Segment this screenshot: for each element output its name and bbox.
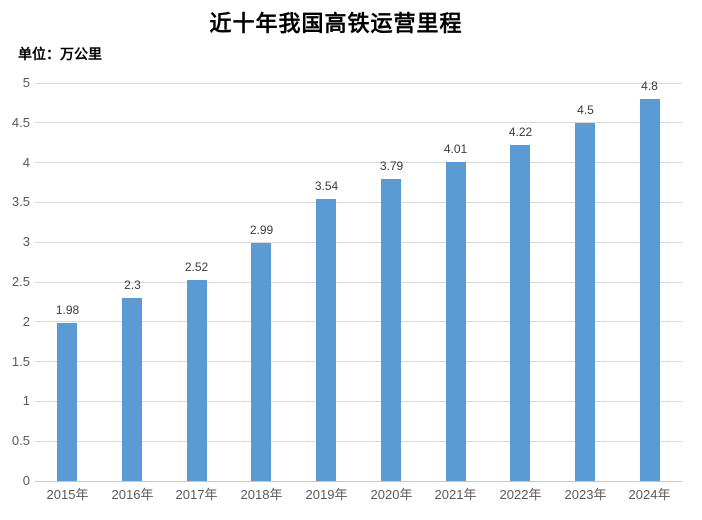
bar-value-label: 2.3 — [124, 278, 141, 292]
gridline — [35, 162, 682, 163]
gridline — [35, 242, 682, 243]
y-tick-label: 3.5 — [11, 194, 30, 209]
x-tick-label: 2022年 — [499, 487, 542, 502]
bar-2023年 — [575, 123, 595, 481]
x-tick-label: 2024年 — [628, 487, 671, 502]
bar-2017年 — [187, 280, 207, 481]
bar-2018年 — [251, 243, 271, 481]
gridline — [35, 83, 682, 84]
gridline — [35, 321, 682, 322]
bar-value-label: 2.99 — [249, 223, 274, 237]
bar-value-label: 4.22 — [508, 125, 533, 139]
bar-2015年 — [57, 323, 77, 481]
x-tick-label: 2019年 — [305, 487, 348, 502]
gridline — [35, 441, 682, 442]
y-tick-label: 0.5 — [11, 433, 30, 448]
y-tick-label: 1.5 — [11, 354, 30, 369]
gridline — [35, 282, 682, 283]
y-tick-label: 1 — [22, 393, 30, 408]
x-tick-label: 2021年 — [434, 487, 477, 502]
y-tick-label: 3 — [22, 234, 30, 249]
bar-2024年 — [640, 99, 660, 481]
bar-2020年 — [381, 179, 401, 481]
x-tick-label: 2023年 — [564, 487, 607, 502]
bar-value-label: 4.5 — [577, 103, 594, 117]
y-tick-label: 4 — [22, 155, 30, 170]
bar-value-label: 3.54 — [314, 179, 339, 193]
bar-value-label: 1.98 — [55, 303, 80, 317]
bar-value-label: 3.79 — [379, 159, 404, 173]
gridline — [35, 122, 682, 123]
gridline — [35, 361, 682, 362]
bar-2016年 — [122, 298, 142, 481]
x-tick-label: 2018年 — [240, 487, 283, 502]
gridline — [35, 202, 682, 203]
bar-value-label: 2.52 — [184, 260, 209, 274]
y-tick-label: 0 — [22, 473, 30, 488]
x-tick-label: 2016年 — [111, 487, 154, 502]
bar-2021年 — [446, 162, 466, 481]
y-axis: 0 0.5 1 1.5 2 2.5 3 3.5 4 4.5 5 — [0, 75, 30, 488]
y-tick-label: 2.5 — [11, 274, 30, 289]
y-tick-label: 5 — [22, 75, 30, 90]
bar-value-label: 4.01 — [443, 142, 468, 156]
x-tick-label: 2020年 — [370, 487, 413, 502]
bar-value-label: 4.8 — [641, 79, 658, 93]
x-tick-label: 2017年 — [175, 487, 218, 502]
x-tick-label: 2015年 — [46, 487, 89, 502]
bar-2019年 — [316, 199, 336, 481]
gridline — [35, 401, 682, 402]
y-tick-label: 2 — [22, 314, 30, 329]
plot-area: 1.98 2.3 2.52 2.99 3.54 3.79 4.01 4.22 4.5 4.8 — [35, 79, 682, 482]
y-tick-label: 4.5 — [11, 115, 30, 130]
bar-2022年 — [510, 145, 530, 481]
x-axis: 2015年 2016年 2017年 2018年 2019年 2020年 2021年 2022年… — [35, 487, 682, 511]
unit-label: 单位：万公里 — [18, 46, 102, 62]
chart-title: 近十年我国高铁运营里程 — [209, 11, 463, 37]
x-axis-line — [35, 481, 682, 482]
